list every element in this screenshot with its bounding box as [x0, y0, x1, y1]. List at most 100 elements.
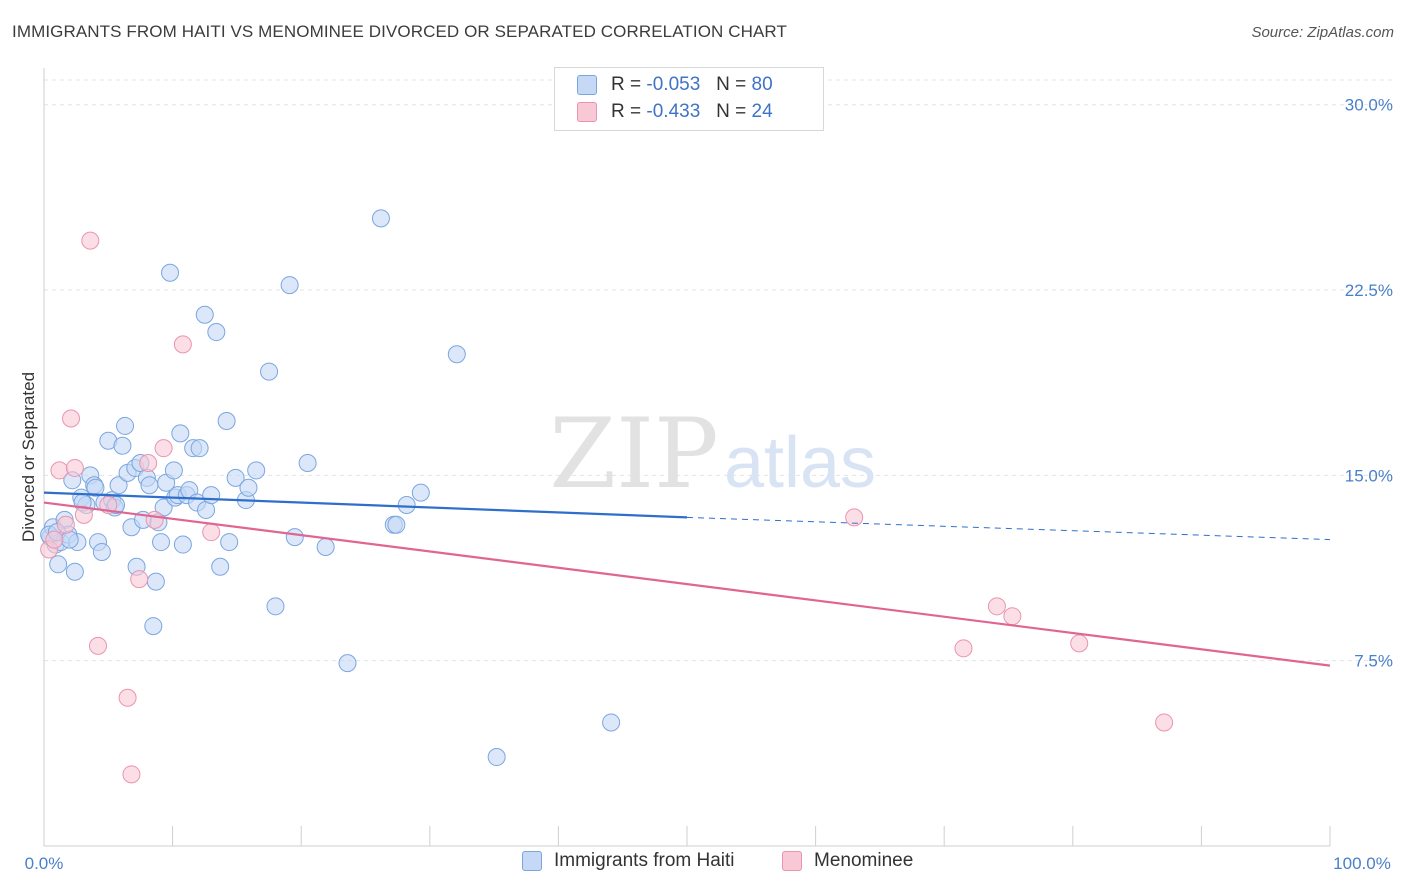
menominee-point: [74, 505, 93, 524]
haiti-point: [154, 498, 173, 517]
y-tick-label: 30.0%: [1345, 96, 1393, 115]
haiti-point: [298, 454, 317, 472]
haiti-point: [164, 461, 183, 480]
haiti-point: [217, 411, 236, 430]
bottom-legend-label-menominee: Menominee: [814, 850, 914, 871]
haiti-point: [161, 263, 180, 282]
haiti-point: [316, 538, 335, 557]
haiti-point: [140, 476, 159, 495]
haiti-point: [113, 436, 132, 455]
bottom-legend-haiti: Immigrants from Haiti: [522, 850, 735, 872]
trend-line-menominee: [43, 501, 1331, 667]
bottom-legend-swatch-menominee: [782, 850, 802, 871]
haiti-point: [190, 439, 209, 458]
haiti-point: [411, 483, 430, 502]
haiti-point: [285, 528, 304, 547]
haiti-point: [211, 557, 230, 576]
menominee-point: [845, 508, 864, 527]
haiti-point: [266, 597, 285, 616]
menominee-point: [987, 597, 1006, 616]
haiti-point: [207, 323, 226, 342]
haiti-point: [86, 478, 105, 497]
haiti-point: [146, 572, 165, 591]
legend-r-value-haiti: -0.053: [646, 74, 701, 95]
menominee-point: [1003, 607, 1022, 626]
haiti-point: [239, 478, 258, 497]
haiti-point: [220, 533, 239, 552]
haiti-point: [338, 654, 357, 673]
menominee-point: [122, 765, 141, 784]
y-tick-label: 7.5%: [1354, 652, 1393, 671]
menominee-point: [954, 639, 973, 658]
menominee-point: [139, 454, 158, 472]
haiti-point: [247, 461, 266, 480]
haiti-point: [92, 542, 111, 561]
haiti-point: [397, 496, 416, 515]
correlation-legend: R = -0.053 N = 80 R = -0.433 N = 24: [554, 67, 824, 131]
menominee-point: [118, 688, 137, 707]
watermark: ZIP atlas: [549, 398, 876, 510]
y-tick-label: 15.0%: [1345, 466, 1393, 485]
legend-n-label: N =: [716, 101, 747, 122]
menominee-point: [1070, 634, 1089, 653]
menominee-point: [154, 439, 173, 458]
menominee-point: [89, 636, 108, 655]
menominee-point: [202, 523, 221, 542]
haiti-point: [65, 562, 84, 581]
chart-title: IMMIGRANTS FROM HAITI VS MENOMINEE DIVOR…: [12, 22, 787, 41]
legend-row-haiti: R = -0.053 N = 80: [577, 74, 773, 100]
legend-n-value-menominee: 24: [751, 101, 773, 122]
menominee-point: [50, 461, 69, 480]
haiti-point: [60, 530, 79, 549]
haiti-point: [202, 486, 221, 505]
watermark-zip: ZIP: [549, 398, 718, 510]
haiti-point: [144, 617, 163, 636]
haiti-point: [260, 362, 279, 381]
trend-lines: [43, 491, 1331, 667]
x-tick-label-max: 100.0%: [1333, 854, 1391, 873]
grid-lines: [44, 79, 1392, 662]
menominee-point: [65, 458, 84, 477]
y-axis-label: Divorced or Separated: [19, 372, 38, 542]
haiti-point: [116, 416, 135, 435]
bottom-legend-label-haiti: Immigrants from Haiti: [554, 850, 735, 871]
haiti-point: [226, 468, 245, 487]
legend-swatch-haiti: [577, 74, 597, 95]
x-tick-label-min: 0.0%: [25, 854, 64, 873]
legend-row-menominee: R = -0.433 N = 24: [577, 101, 773, 127]
haiti-point: [487, 748, 506, 767]
axes: [43, 68, 1331, 847]
menominee-point: [173, 335, 192, 354]
y-tick-labels: 7.5% 15.0% 22.5% 30.0%: [1345, 96, 1393, 671]
bottom-legend-menominee: Menominee: [782, 850, 913, 872]
haiti-point: [387, 515, 406, 534]
x-tick-labels: 0.0% 100.0%: [25, 854, 1391, 873]
menominee-point: [56, 515, 75, 534]
haiti-point: [49, 555, 68, 574]
legend-n-value-haiti: 80: [751, 74, 773, 95]
series-menominee-points: [40, 231, 1174, 784]
haiti-point: [109, 476, 128, 495]
watermark-atlas: atlas: [724, 423, 876, 503]
menominee-point: [81, 231, 100, 250]
trend-line-haiti-extended: [686, 516, 1331, 541]
chart-source: Source: ZipAtlas.com: [1251, 24, 1394, 41]
legend-r-label: R =: [611, 101, 642, 122]
haiti-point: [152, 533, 171, 552]
haiti-point: [371, 209, 390, 228]
haiti-point: [171, 424, 190, 443]
trend-line-haiti: [43, 491, 688, 519]
haiti-point: [447, 345, 466, 364]
legend-swatch-menominee: [577, 101, 597, 122]
legend-r-value-menominee: -0.433: [646, 101, 701, 122]
menominee-point: [45, 530, 64, 549]
haiti-point: [602, 713, 621, 732]
menominee-point: [62, 409, 81, 428]
y-tick-label: 22.5%: [1345, 281, 1393, 300]
menominee-point: [1155, 713, 1174, 732]
legend-r-label: R =: [611, 74, 642, 95]
menominee-point: [130, 570, 149, 589]
legend-n-label: N =: [716, 74, 747, 95]
menominee-point: [145, 510, 164, 529]
